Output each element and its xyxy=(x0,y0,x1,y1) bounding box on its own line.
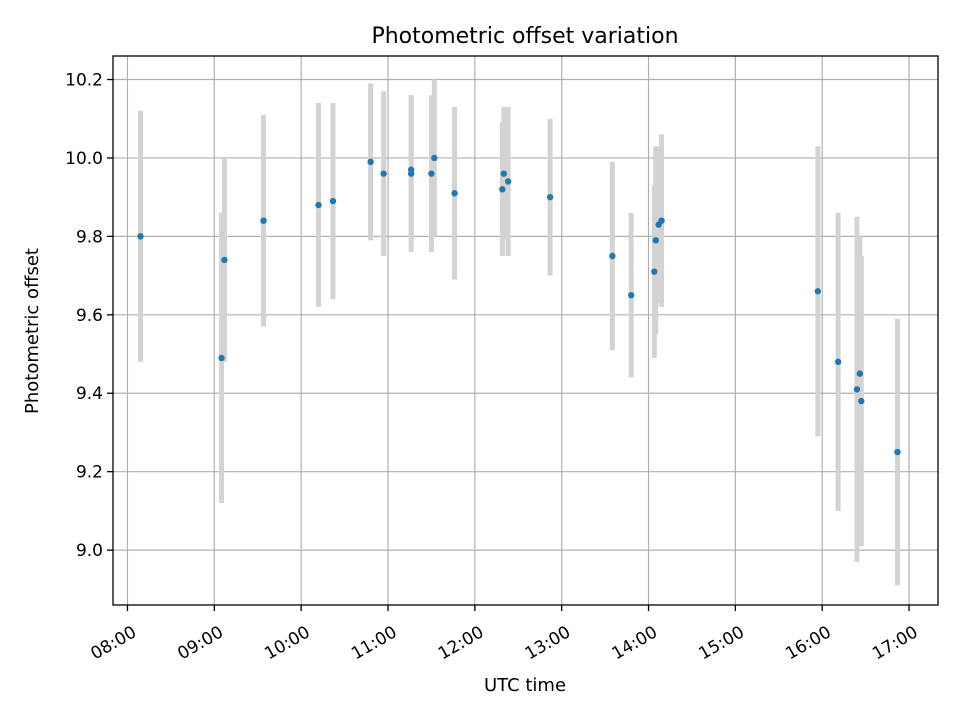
data-point xyxy=(651,268,658,275)
y-tick-label: 9.8 xyxy=(76,227,103,247)
y-tick-label: 9.0 xyxy=(76,541,103,561)
data-point xyxy=(315,201,322,209)
data-point xyxy=(546,193,554,201)
data-point xyxy=(853,386,861,393)
x-tick-label: 09:00 xyxy=(174,622,226,664)
data-point xyxy=(329,197,337,205)
x-tick-label: 11:00 xyxy=(348,622,400,664)
data-point xyxy=(500,170,507,177)
x-tick-label: 15:00 xyxy=(695,622,747,664)
data-point xyxy=(658,217,665,224)
data-point xyxy=(504,178,512,185)
data-point xyxy=(367,158,374,166)
y-tick-label: 9.6 xyxy=(76,306,103,326)
data-point xyxy=(499,186,506,193)
data-point xyxy=(627,292,635,299)
data-point xyxy=(609,252,616,260)
data-point xyxy=(858,397,865,405)
data-point xyxy=(652,237,659,244)
data-point xyxy=(218,354,225,362)
x-axis-label: UTC time xyxy=(484,675,566,696)
x-tick-layer: 08:00 09:00 10:00 11:00 12:00 13:00 14:00 15:00… xyxy=(88,605,922,664)
data-point xyxy=(221,256,228,264)
point-layer xyxy=(137,154,901,456)
data-point xyxy=(894,448,901,456)
y-tick-layer: 9.0 9.2 9.4 9.6 9.8 10.0 10.2 xyxy=(65,71,113,561)
data-point xyxy=(856,370,864,377)
data-point xyxy=(428,170,435,177)
x-tick-label: 08:00 xyxy=(88,622,140,664)
plot-frame xyxy=(112,55,939,606)
errorbar-layer xyxy=(138,79,900,586)
data-point xyxy=(260,217,267,224)
y-tick-label: 9.2 xyxy=(76,463,103,483)
y-tick-label: 10.0 xyxy=(65,149,103,169)
data-point xyxy=(431,154,438,162)
data-point xyxy=(380,170,387,177)
x-tick-label: 14:00 xyxy=(609,622,661,664)
data-point xyxy=(137,233,144,240)
data-point xyxy=(407,170,415,177)
chart-title: Photometric offset variation xyxy=(371,24,678,49)
y-tick-label: 9.4 xyxy=(76,384,103,404)
x-tick-label: 12:00 xyxy=(435,622,487,664)
x-tick-label: 17:00 xyxy=(869,622,921,664)
x-tick-label: 16:00 xyxy=(782,622,834,664)
y-axis-label: Photometric offset xyxy=(22,248,43,414)
data-point xyxy=(451,190,458,197)
data-point xyxy=(814,288,822,295)
grid-layer xyxy=(113,56,938,605)
data-point xyxy=(834,358,842,366)
x-tick-label: 10:00 xyxy=(261,622,313,664)
x-tick-label: 13:00 xyxy=(522,622,574,664)
y-tick-label: 10.2 xyxy=(65,71,103,91)
